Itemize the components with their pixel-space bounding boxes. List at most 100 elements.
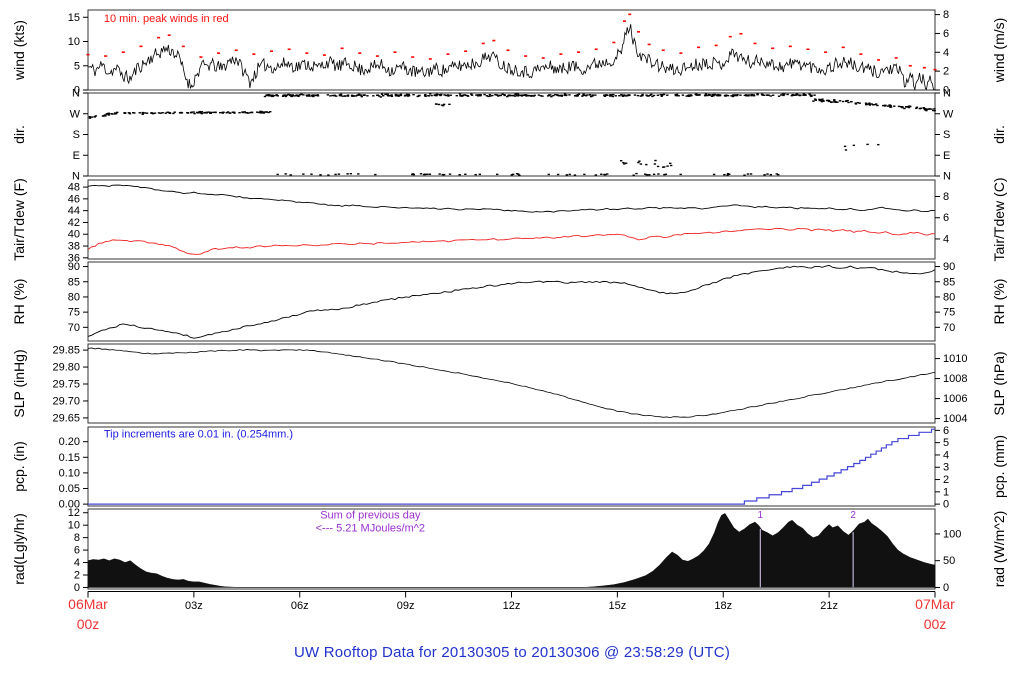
ytick-left-wind: 5 <box>74 60 80 72</box>
ytick-right-wind: 4 <box>943 47 949 59</box>
ytick-left-slp: 29.75 <box>52 379 80 391</box>
ytick-right-pcp: 0 <box>943 499 949 511</box>
ytick-right-dir: W <box>943 108 954 120</box>
xtick-label: 18z <box>714 600 732 612</box>
axis-label-left-dir: dir. <box>11 125 27 144</box>
panel-slp: 29.65 29.70 29.75 29.80 29.85 1004 1006 1008 101… <box>11 343 1007 425</box>
ytick-right-rad: 0 <box>943 582 949 594</box>
series-wind_dir_deg <box>88 93 936 177</box>
ytick-right-rh: 90 <box>943 261 955 273</box>
ticks-rh: 70 75 80 85 90 70 75 80 85 90 <box>68 261 956 334</box>
event-marker-label: 2 <box>850 510 856 521</box>
ytick-left-pcp: 0.20 <box>59 436 80 448</box>
ytick-left-temp: 46 <box>68 193 80 205</box>
xtick-label: 21z <box>820 600 838 612</box>
ytick-right-wind: 2 <box>943 66 949 78</box>
series-Tdew_F <box>87 227 936 255</box>
annotation-pcp: Tip increments are 0.01 in. (0.254mm.) <box>104 428 293 440</box>
series-precip_accum_in <box>87 428 935 505</box>
ytick-right-pcp: 1 <box>943 486 949 498</box>
ytick-left-wind: 10 <box>68 36 80 48</box>
ytick-left-slp: 29.85 <box>52 345 80 357</box>
axis-label-right-dir: dir. <box>991 125 1007 144</box>
ytick-right-rh: 85 <box>943 276 955 288</box>
ytick-right-temp: 6 <box>943 212 949 224</box>
series-RH_pct <box>87 264 936 339</box>
ytick-right-pcp: 4 <box>943 449 949 461</box>
axis-label-right-rh: RH (%) <box>991 279 1007 325</box>
xtick-label: 03z <box>185 600 203 612</box>
panel-wind: 0 5 10 15 0 2 4 6 8 wind (kts) wind (m/s) 10 min. p… <box>11 9 1007 96</box>
axis-label-left-rh: RH (%) <box>11 279 27 325</box>
ytick-left-temp: 38 <box>68 241 80 253</box>
xtick-label: 06Mar <box>68 596 108 612</box>
ytick-left-rad: 4 <box>74 557 80 569</box>
ytick-right-slp: 1008 <box>943 373 967 385</box>
ytick-right-dir: S <box>943 129 950 141</box>
ytick-left-slp: 29.65 <box>52 412 80 424</box>
ytick-right-pcp: 2 <box>943 474 949 486</box>
series-wind_avg_kts <box>87 24 935 92</box>
ytick-left-rh: 75 <box>68 307 80 319</box>
ytick-right-dir: N <box>943 88 951 100</box>
xtick-label: 15z <box>609 600 627 612</box>
axis-label-right-temp: Tair/Tdew (C) <box>991 177 1007 261</box>
ytick-right-wind: 8 <box>943 9 949 21</box>
ytick-right-dir: N <box>943 171 951 183</box>
ytick-right-slp: 1004 <box>943 413 967 425</box>
xtick-label: 09z <box>397 600 415 612</box>
ytick-left-rad: 6 <box>74 545 80 557</box>
ytick-left-temp: 48 <box>68 182 80 194</box>
ytick-right-slp: 1010 <box>943 353 967 365</box>
ytick-left-wind: 0 <box>74 85 80 97</box>
axis-label-left-rad: rad(Lgly/hr) <box>11 513 27 585</box>
ytick-left-rad: 8 <box>74 532 80 544</box>
axis-label-left-pcp: pcp. (in) <box>11 441 27 492</box>
axis-label-right-slp: SLP (hPa) <box>991 351 1007 415</box>
panel-frame-slp <box>87 343 936 424</box>
axis-label-right-pcp: pcp. (mm) <box>991 435 1007 498</box>
ytick-left-rh: 70 <box>68 322 80 334</box>
ytick-left-pcp: 0.10 <box>59 467 80 479</box>
ytick-left-pcp: 0.15 <box>59 452 80 464</box>
annotation-wind: 10 min. peak winds in red <box>104 13 229 25</box>
ytick-left-slp: 29.70 <box>52 395 80 407</box>
ytick-right-pcp: 6 <box>943 425 949 437</box>
ytick-left-rh: 90 <box>68 261 80 273</box>
ytick-right-rad: 50 <box>943 555 955 567</box>
xtick-label: 00z <box>77 616 100 632</box>
ytick-left-rad: 10 <box>68 520 80 532</box>
ytick-left-dir: W <box>70 108 81 120</box>
ytick-left-temp: 40 <box>68 229 80 241</box>
ytick-right-dir: E <box>943 150 950 162</box>
axis-label-left-temp: Tair/Tdew (F) <box>11 178 27 260</box>
ytick-left-slp: 29.80 <box>52 362 80 374</box>
series-solar_rad_Lgly_hr <box>87 513 936 588</box>
panel-rh: 70 75 80 85 90 70 75 80 85 90 RH (%) RH (%) <box>11 261 1007 342</box>
xtick-label: 06z <box>291 600 309 612</box>
ytick-right-rh: 75 <box>943 307 955 319</box>
event-marker-label: 1 <box>758 510 764 521</box>
panel-frame-wind <box>87 9 936 91</box>
ytick-left-temp: 44 <box>68 205 80 217</box>
ytick-left-temp: 42 <box>68 217 80 229</box>
series-wind_peak_10min_kts <box>86 13 937 71</box>
panel-frame-rad <box>87 508 936 590</box>
ytick-left-dir: N <box>72 88 80 100</box>
annotation-rad: <--- 5.21 MJoules/m^2 <box>316 522 425 534</box>
ytick-left-dir: N <box>72 171 80 183</box>
figure-title: UW Rooftop Data for 20130305 to 20130306… <box>293 644 731 661</box>
xtick-label: 00z <box>924 616 947 632</box>
series-SLP_inHg <box>87 347 936 419</box>
ytick-right-wind: 0 <box>943 85 949 97</box>
ytick-right-rad: 100 <box>943 528 961 540</box>
